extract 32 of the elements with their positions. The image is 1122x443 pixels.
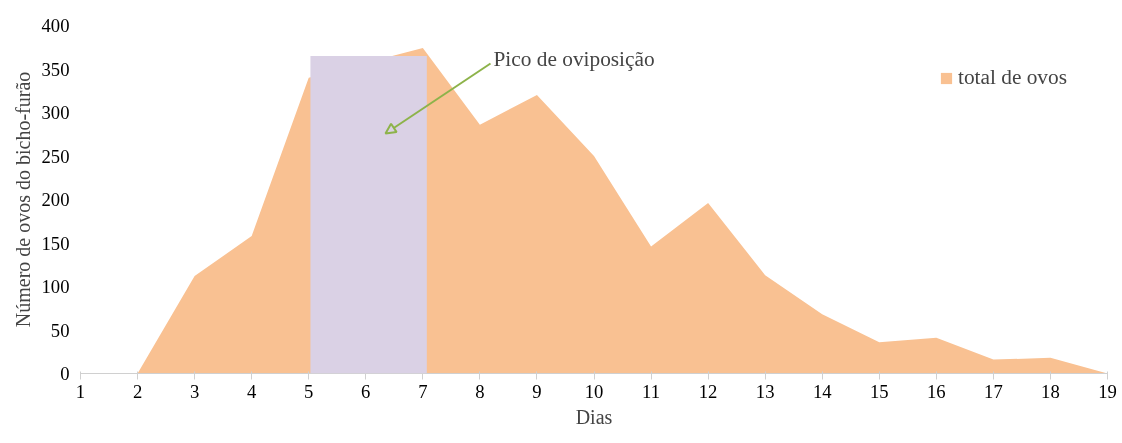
x-tick-label: 4: [247, 380, 257, 402]
y-tick-label: 400: [41, 15, 70, 36]
y-tick-label: 50: [50, 319, 70, 341]
x-axis-title: Dias: [575, 405, 613, 428]
x-tick-label: 11: [642, 380, 661, 402]
x-tick-label: 14: [812, 380, 833, 402]
x-tick-label: 17: [984, 380, 1003, 402]
x-tick-label: 6: [361, 380, 371, 402]
y-tick-label: 250: [41, 145, 70, 167]
x-tick-label: 10: [584, 380, 604, 402]
y-tick-label: 350: [41, 58, 70, 80]
x-tick-label: 9: [532, 380, 542, 402]
x-tick-label: 5: [304, 380, 314, 402]
x-tick-label: 8: [475, 380, 485, 402]
y-tick-label: 150: [41, 232, 70, 254]
annotation: Pico de oviposição: [493, 46, 655, 71]
x-tick-label: 7: [418, 380, 428, 402]
y-tick-label: 200: [41, 189, 70, 210]
x-tick-label: 13: [755, 380, 775, 402]
x-tick-label: 12: [698, 380, 718, 402]
y-tick-label: 300: [41, 102, 70, 123]
x-tick-label: 19: [1098, 380, 1117, 402]
x-tick-label: 1: [75, 380, 86, 402]
y-axis-title: Número de ovos do bicho-furão: [11, 71, 34, 328]
x-tick-label: 18: [1041, 380, 1060, 402]
x-tick-label: 3: [189, 380, 200, 402]
y-tick-label: 0: [60, 363, 70, 384]
x-tick-label: 2: [132, 380, 143, 402]
y-tick-label: 100: [41, 276, 70, 297]
x-tick-label: 15: [869, 380, 889, 402]
x-tick-label: 16: [927, 380, 946, 402]
legend-label: total de ovos: [958, 65, 1067, 90]
